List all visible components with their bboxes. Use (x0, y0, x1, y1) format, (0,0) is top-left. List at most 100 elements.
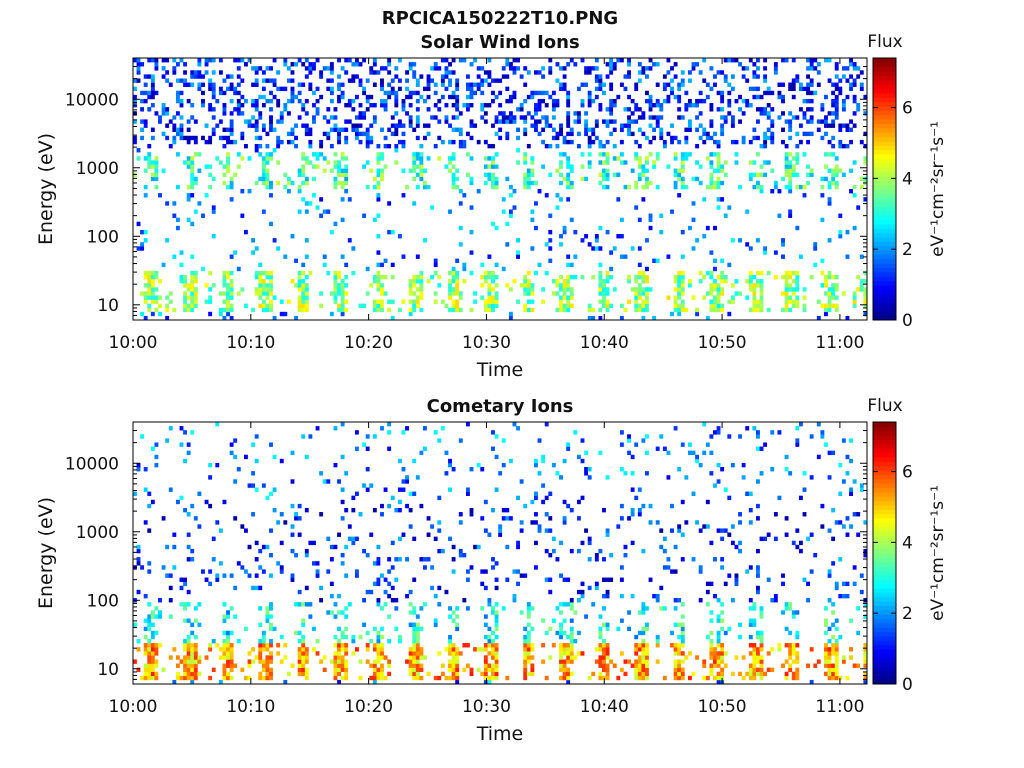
heatmap-cell (673, 180, 678, 186)
heatmap-cell (415, 82, 420, 87)
heatmap-cell (555, 98, 560, 104)
heatmap-cell (419, 606, 424, 611)
heatmap-cell (186, 589, 191, 595)
heatmap-cell (337, 168, 341, 173)
heatmap-cell (684, 107, 689, 112)
heatmap-cell (351, 107, 356, 112)
heatmap-cell (390, 315, 395, 321)
heatmap-cell (254, 127, 259, 132)
heatmap-cell (559, 131, 563, 137)
heatmap-cell (190, 168, 195, 173)
heatmap-cell (619, 160, 624, 165)
heatmap-cell (508, 209, 513, 214)
heatmap-cell (448, 295, 452, 300)
heatmap-cell (380, 274, 384, 280)
heatmap-cell (154, 172, 159, 178)
heatmap-cell (784, 606, 789, 611)
colorbar-swatch (873, 88, 896, 94)
heatmap-cell (143, 675, 148, 681)
heatmap-cell (645, 651, 649, 656)
heatmap-cell (140, 291, 145, 296)
heatmap-cell (602, 291, 606, 296)
heatmap-cell (448, 663, 452, 668)
heatmap-cell (634, 274, 639, 280)
heatmap-cell (301, 643, 306, 648)
heatmap-cell (716, 598, 721, 603)
heatmap-cell (752, 675, 757, 681)
heatmap-cell (576, 499, 581, 505)
heatmap-cell (677, 622, 682, 627)
heatmap-cell (258, 303, 263, 309)
heatmap-cell (698, 598, 703, 603)
heatmap-cell (312, 90, 316, 96)
heatmap-cell (788, 160, 793, 165)
heatmap-cell (337, 647, 341, 652)
heatmap-cell (641, 274, 646, 280)
heatmap-cell (226, 303, 230, 309)
heatmap-cell (677, 303, 682, 309)
heatmap-cell (372, 62, 377, 67)
heatmap-cell (555, 630, 560, 636)
heatmap-cell (705, 634, 710, 640)
heatmap-cell (559, 86, 563, 92)
heatmap-cell (856, 287, 861, 292)
heatmap-cell (344, 156, 349, 161)
heatmap-cell (286, 671, 291, 677)
heatmap-cell (491, 651, 495, 656)
heatmap-cell (716, 168, 721, 173)
heatmap-cell (501, 507, 506, 513)
heatmap-cell (713, 225, 717, 231)
heatmap-cell (834, 663, 839, 668)
heatmap-cell (315, 569, 320, 574)
heatmap-cell (713, 287, 717, 292)
heatmap-cell (569, 139, 574, 145)
heatmap-cell (261, 299, 266, 304)
heatmap-cell (279, 565, 284, 570)
heatmap-cell (415, 634, 420, 640)
heatmap-cell (462, 143, 467, 149)
heatmap-cell (845, 454, 850, 460)
heatmap-cell (720, 536, 725, 542)
heatmap-cell (229, 675, 234, 681)
heatmap-cell (390, 115, 395, 120)
heatmap-cell (315, 107, 320, 112)
heatmap-cell (308, 434, 313, 439)
heatmap-cell (541, 98, 546, 104)
heatmap-cell (562, 152, 567, 157)
heatmap-cell (673, 274, 678, 280)
heatmap-cell (487, 156, 492, 161)
heatmap-cell (362, 442, 367, 447)
heatmap-cell (824, 647, 828, 652)
heatmap-cell (297, 532, 302, 537)
heatmap-cell (150, 78, 155, 83)
heatmap-cell (798, 86, 803, 92)
heatmap-cell (602, 172, 606, 178)
heatmap-cell (523, 115, 528, 120)
heatmap-cell (143, 74, 148, 79)
heatmap-cell (523, 503, 528, 509)
heatmap-cell (197, 62, 202, 67)
heatmap-cell (566, 643, 571, 648)
heatmap-cell (376, 667, 381, 673)
heatmap-cell (193, 139, 198, 145)
heatmap-cell (684, 475, 689, 480)
colorbar-swatch (873, 119, 896, 124)
heatmap-cell (269, 270, 273, 276)
heatmap-cell (784, 156, 789, 161)
heatmap-cell (831, 622, 836, 627)
heatmap-cell (559, 274, 563, 280)
heatmap-cell (512, 94, 517, 100)
heatmap-cell (863, 655, 868, 660)
heatmap-cell (534, 70, 538, 75)
heatmap-cell (297, 602, 302, 607)
heatmap-cell (709, 103, 714, 108)
heatmap-cell (186, 651, 191, 656)
heatmap-cell (795, 156, 800, 161)
heatmap-cell (161, 168, 166, 173)
heatmap-cell (641, 651, 646, 656)
heatmap-cell (451, 139, 456, 145)
heatmap-cell (197, 671, 202, 677)
heatmap-cell (315, 86, 320, 92)
heatmap-cell (433, 270, 438, 276)
heatmap-cell (709, 307, 714, 313)
